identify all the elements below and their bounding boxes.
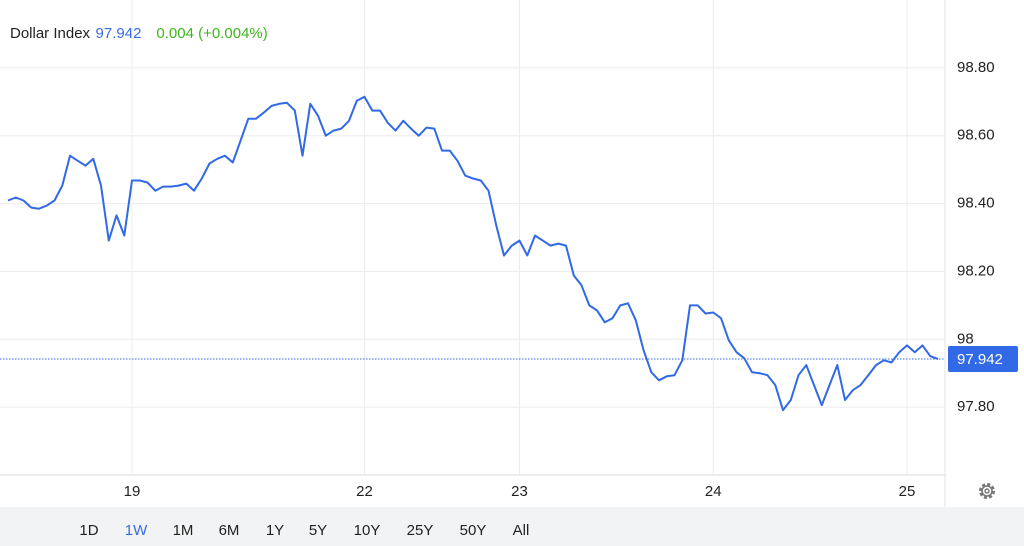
change: 0.004 (+0.004%): [156, 25, 267, 42]
x-tick-label: 23: [511, 483, 528, 500]
title: Dollar Index: [10, 25, 91, 42]
y-tick-label: 98.20: [957, 262, 995, 279]
x-tick-label: 22: [356, 483, 373, 500]
range-button[interactable]: 50Y: [460, 522, 487, 539]
price: 97.942: [96, 25, 142, 42]
y-tick-label: 98: [957, 330, 974, 347]
y-tick-label: 98.60: [957, 127, 995, 144]
range-button[interactable]: 25Y: [407, 522, 434, 539]
y-tick-label: 98.80: [957, 59, 995, 76]
range-button[interactable]: 1Y: [266, 522, 284, 539]
y-tick-label: 97.80: [957, 398, 995, 415]
range-button[interactable]: 6M: [219, 522, 240, 539]
range-button[interactable]: 5Y: [309, 522, 327, 539]
x-tick-label: 19: [124, 483, 141, 500]
range-bar: [0, 507, 1024, 546]
x-tick-label: 24: [705, 483, 722, 500]
y-tick-label: 98.40: [957, 195, 995, 212]
range-button[interactable]: 1D: [79, 522, 98, 539]
settings-icon[interactable]: [979, 483, 995, 499]
price-line: [7, 95, 939, 412]
current-price-box: [948, 345, 1018, 372]
x-tick-label: 25: [899, 483, 916, 500]
range-button[interactable]: All: [513, 522, 530, 539]
range-button[interactable]: 1W: [125, 522, 148, 539]
range-button[interactable]: 1M: [173, 522, 194, 539]
current-price-label: 97.942: [957, 351, 1003, 368]
range-button[interactable]: 10Y: [354, 522, 381, 539]
